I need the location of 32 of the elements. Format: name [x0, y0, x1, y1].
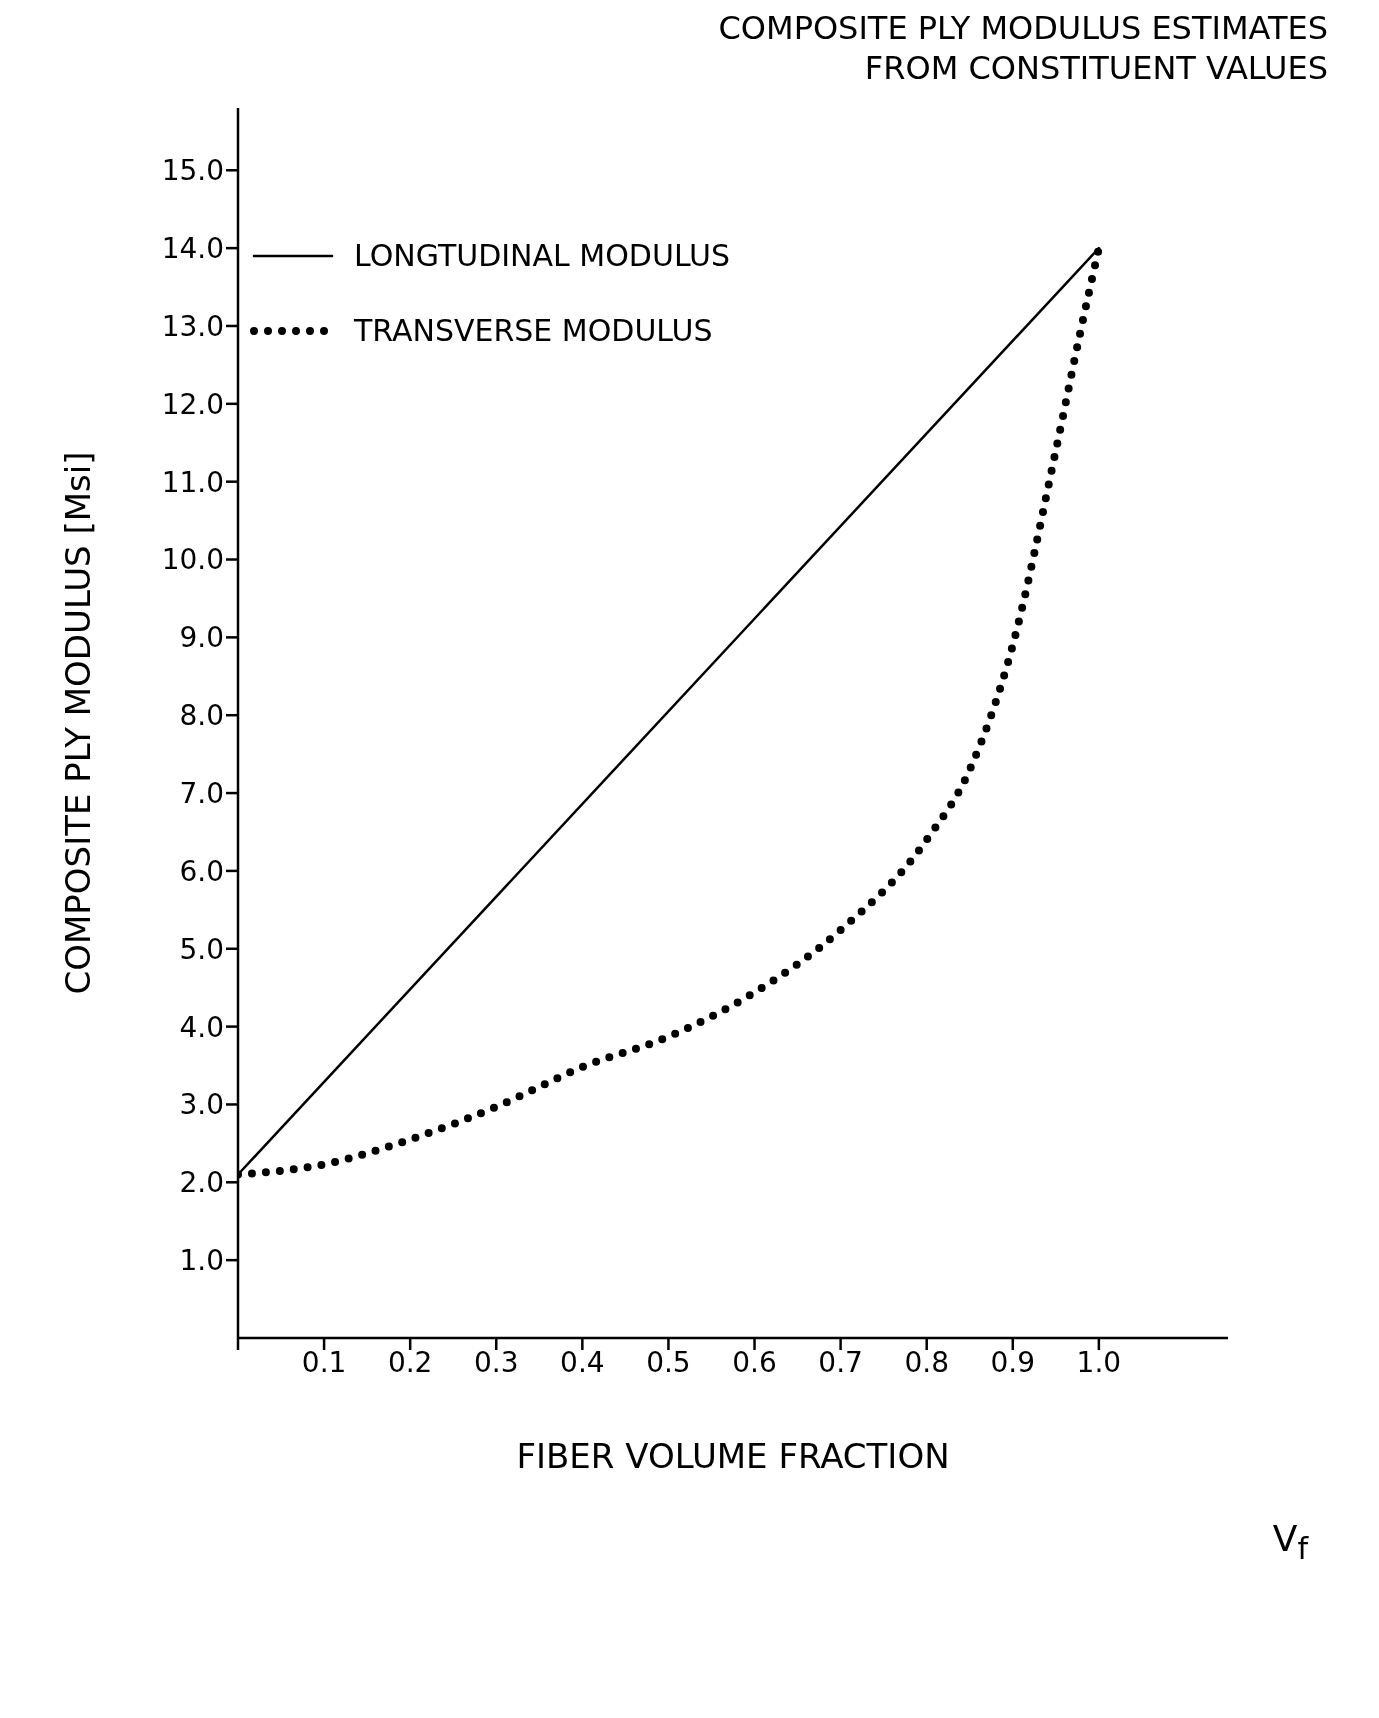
y-tick-label: 13.0: [161, 309, 224, 343]
x-tick-label: 0.8: [904, 1345, 949, 1379]
chart-title: COMPOSITE PLY MODULUS ESTIMATES: [717, 8, 1328, 48]
x-tick-label: 0.4: [560, 1345, 605, 1379]
x-tick-label: 0.6: [732, 1345, 777, 1379]
legend-label: TRANSVERSE MODULUS: [354, 313, 713, 348]
y-tick-label: 9.0: [179, 621, 224, 655]
chart-subtitle: FROM CONSTITUENT VALUES: [863, 48, 1328, 88]
y-tick-label: 6.0: [179, 854, 224, 888]
x-tick-label: 1.0: [1076, 1345, 1122, 1379]
x-tick-label: 0.3: [474, 1345, 519, 1379]
y-tick-label: 11.0: [161, 465, 224, 499]
y-tick-label: 15.0: [161, 154, 224, 188]
y-axis-title: COMPOSITE PLY MODULUS [Msi]: [58, 451, 99, 995]
y-tick-label: 7.0: [179, 777, 224, 810]
x-tick-label: 0.7: [818, 1345, 863, 1379]
y-tick-label: 8.0: [179, 699, 224, 733]
x-tick-label: 0.9: [990, 1345, 1036, 1379]
y-tick-label: 12.0: [161, 387, 224, 421]
y-tick-label: 1.0: [179, 1244, 224, 1278]
y-tick-label: 2.0: [179, 1166, 224, 1200]
legend-label: LONGTUDINAL MODULUS: [354, 238, 731, 273]
y-tick-label: 4.0: [179, 1010, 224, 1044]
y-tick-label: 10.0: [161, 543, 224, 577]
x-tick-label: 0.5: [646, 1345, 691, 1379]
x-tick-label: 0.1: [301, 1345, 347, 1379]
text: V$_{f}$: [1272, 1518, 1308, 1567]
x-tick-label: 0.2: [387, 1345, 433, 1379]
x-axis-title: FIBER VOLUME FRACTION: [516, 1436, 950, 1476]
y-tick-label: 5.0: [179, 932, 224, 966]
y-tick-label: 14.0: [161, 232, 224, 266]
y-tick-label: 3.0: [179, 1088, 224, 1122]
